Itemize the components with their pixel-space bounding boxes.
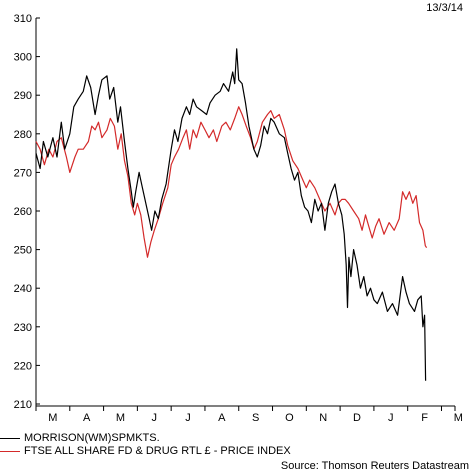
legend-label: FTSE ALL SHARE FD & DRUG RTL £ - PRICE I… — [24, 445, 291, 457]
y-tick-label: 210 — [14, 399, 32, 411]
series-line-morrison — [35, 48, 427, 381]
source-note: Source: Thomson Reuters Datastream — [280, 460, 469, 472]
y-tick-label: 310 — [14, 13, 32, 25]
x-tick-label: J — [388, 412, 394, 424]
x-tick-label: D — [353, 412, 361, 424]
x-tick-label: M — [454, 412, 463, 424]
y-tick-label: 240 — [14, 283, 32, 295]
series-lines — [35, 48, 428, 381]
legend-item-morrison: MORRISON(WM)SPMKTS. — [0, 432, 291, 445]
y-tick-label: 270 — [14, 167, 32, 179]
chart-date: 13/3/14 — [426, 2, 463, 14]
x-tick-label: F — [421, 412, 428, 424]
y-axis: 210 220 230 240 250 260 270 280 290 300 310 — [14, 13, 40, 411]
y-tick-label: 280 — [14, 129, 32, 141]
y-tick-label: 260 — [14, 206, 32, 218]
y-tick-label: 300 — [14, 52, 32, 64]
x-tick-label: J — [152, 412, 158, 424]
series-line-ftse — [35, 106, 428, 258]
x-tick-label: M — [48, 412, 57, 424]
y-tick-label: 230 — [14, 322, 32, 334]
y-tick-label: 290 — [14, 90, 32, 102]
x-tick-label: O — [285, 412, 294, 424]
y-tick-label: 250 — [14, 245, 32, 257]
x-tick-label: M — [116, 412, 125, 424]
legend: MORRISON(WM)SPMKTS. FTSE ALL SHARE FD & … — [0, 432, 291, 458]
x-tick-label: N — [319, 412, 327, 424]
legend-label: MORRISON(WM)SPMKTS. — [24, 432, 160, 444]
x-tick-label: A — [83, 412, 91, 424]
legend-swatch-black — [0, 438, 20, 439]
y-tick-label: 220 — [14, 360, 32, 372]
legend-item-ftse: FTSE ALL SHARE FD & DRUG RTL £ - PRICE I… — [0, 445, 291, 458]
x-tick-label: S — [252, 412, 259, 424]
x-tick-label: A — [218, 412, 226, 424]
x-tick-label: J — [185, 412, 191, 424]
legend-swatch-red — [0, 451, 20, 452]
